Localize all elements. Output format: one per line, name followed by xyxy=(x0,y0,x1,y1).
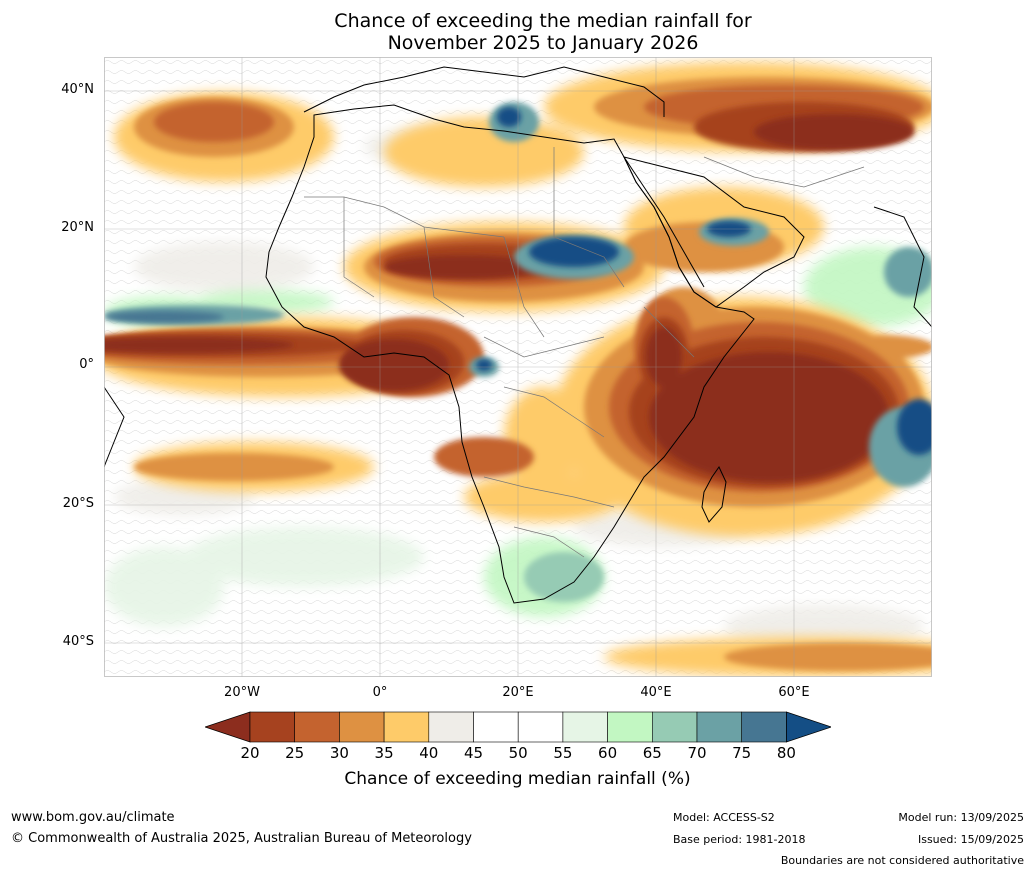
colorbar-extend-low xyxy=(203,711,251,743)
footer-model: Model: ACCESS-S2 xyxy=(673,811,775,824)
map-frame xyxy=(104,57,932,677)
rainfall-outlook-map xyxy=(104,57,932,677)
colorbar-segment xyxy=(562,711,608,743)
madagascar-coastline xyxy=(701,466,727,523)
lon-label-20e: 20°E xyxy=(502,685,534,700)
colorbar-tick-label: 30 xyxy=(329,744,349,762)
colorbar-segment xyxy=(249,711,296,743)
title-line-1: Chance of exceeding the median rainfall … xyxy=(334,10,752,32)
colorbar-tick-label: 55 xyxy=(553,744,573,762)
colorbar-segment xyxy=(294,711,340,743)
footer-disclaimer: Boundaries are not considered authoritat… xyxy=(780,854,1024,867)
country-borders xyxy=(304,147,865,558)
africa-coastline xyxy=(265,104,755,604)
footer-base-period: Base period: 1981-2018 xyxy=(673,833,806,846)
colorbar-segment xyxy=(651,711,698,743)
colorbar-tick-label: 35 xyxy=(374,744,394,762)
footer-website: www.bom.gov.au/climate xyxy=(11,810,175,825)
india-coastline xyxy=(873,206,932,328)
colorbar xyxy=(203,711,833,747)
lon-label-40e: 40°E xyxy=(640,685,672,700)
coastlines xyxy=(104,66,932,604)
europe-coastline xyxy=(303,66,665,117)
colorbar-segment xyxy=(428,711,474,743)
colorbar-tick-label: 60 xyxy=(598,744,618,762)
colorbar-tick-label: 45 xyxy=(463,744,484,762)
colorbar-graphic xyxy=(203,711,833,743)
south-america-coastline xyxy=(104,386,125,468)
colorbar-tick-label: 25 xyxy=(285,744,305,762)
lon-label-60e: 60°E xyxy=(778,685,810,700)
colorbar-tick-label: 70 xyxy=(687,744,707,762)
lat-label-40s: 40°S xyxy=(62,634,94,649)
colorbar-tick-label: 75 xyxy=(732,744,752,762)
colorbar-tick-label: 80 xyxy=(776,744,796,762)
colorbar-extend-high xyxy=(786,711,833,743)
map-title: Chance of exceeding the median rainfall … xyxy=(0,10,1035,54)
lon-label-0: 0° xyxy=(372,685,388,700)
colorbar-segment xyxy=(696,711,743,743)
colorbar-segment xyxy=(339,711,385,743)
red-sea-coastline xyxy=(623,156,705,288)
colorbar-segment xyxy=(383,711,430,743)
map-canvas xyxy=(104,57,932,677)
title-line-2: November 2025 to January 2026 xyxy=(387,32,699,54)
colorbar-segment xyxy=(607,711,653,743)
colorbar-segment xyxy=(473,711,519,743)
colorbar-segment xyxy=(517,711,564,743)
lat-label-20s: 20°S xyxy=(62,496,94,511)
footer-issued: Issued: 15/09/2025 xyxy=(917,833,1024,846)
lat-label-40n: 40°N xyxy=(61,82,94,97)
arabia-coastline xyxy=(623,156,805,308)
colorbar-tick-label: 40 xyxy=(419,744,439,762)
footer-copyright: © Commonwealth of Australia 2025, Austra… xyxy=(11,831,472,846)
footer-model-run: Model run: 13/09/2025 xyxy=(898,811,1024,824)
graticule xyxy=(104,57,932,677)
lon-label-20w: 20°W xyxy=(224,685,260,700)
colorbar-tick-label: 50 xyxy=(508,744,528,762)
colorbar-tick-label: 20 xyxy=(240,744,260,762)
colorbar-tick-label: 65 xyxy=(642,744,662,762)
lat-label-20n: 20°N xyxy=(61,220,94,235)
colorbar-label: Chance of exceeding median rainfall (%) xyxy=(344,769,691,789)
lat-label-0: 0° xyxy=(79,357,94,372)
probability-fields xyxy=(104,62,932,677)
colorbar-segment xyxy=(741,711,787,743)
